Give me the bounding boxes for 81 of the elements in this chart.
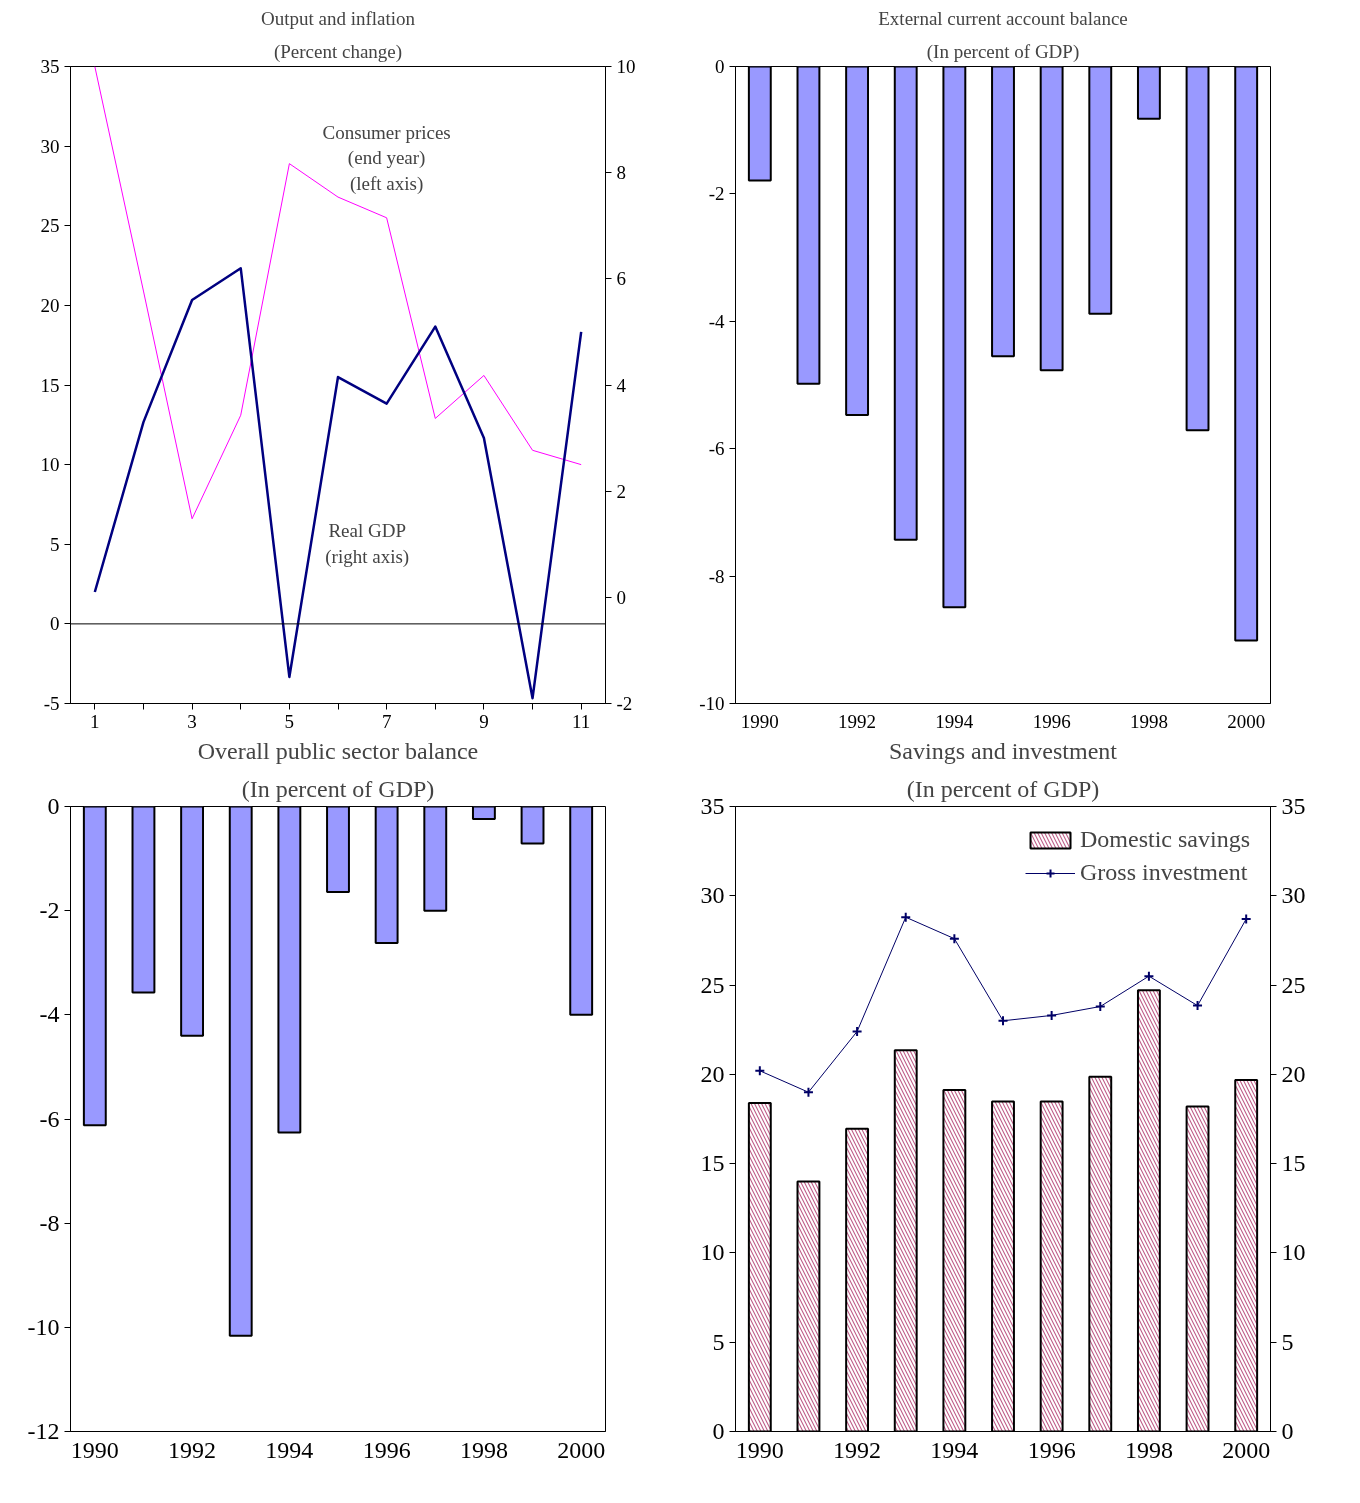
y-tick-label: 5	[50, 533, 60, 555]
y-tick-label: 35	[40, 56, 60, 77]
legend-label: Gross investment	[1080, 859, 1248, 886]
x-tick-label: 1994	[935, 710, 974, 732]
y-tick-label: 20	[40, 294, 60, 316]
chart-title: Savings and investment	[889, 737, 1118, 764]
y2-tick-label: 10	[1281, 1239, 1306, 1266]
y-tick-label: 10	[40, 454, 60, 476]
y2-tick-label: 5	[1281, 1328, 1294, 1355]
y-tick-label: 0	[50, 613, 60, 635]
y-tick-label: -6	[39, 1105, 60, 1132]
x-tick-label: 3	[187, 710, 197, 732]
x-tick-label: 11	[572, 710, 591, 732]
y-tick-label: -8	[39, 1209, 60, 1236]
chart-subtitle: (In percent of GDP)	[241, 775, 435, 802]
chart-title: Output and inflation	[260, 7, 416, 29]
y-tick-label: 15	[700, 1150, 725, 1177]
y-tick-label: -4	[39, 1001, 60, 1028]
x-tick-label: 1992	[838, 710, 877, 732]
x-tick-label: 1996	[362, 1436, 411, 1463]
x-tick-label: 2000	[557, 1436, 606, 1463]
x-tick-label: 1998	[1129, 710, 1168, 732]
y-tick-label: 0	[712, 1418, 725, 1444]
y2-tick-label: 10	[616, 56, 636, 77]
x-tick-label: 1992	[168, 1436, 217, 1463]
y-tick-label: -4	[708, 310, 725, 332]
y-tick-label: 10	[700, 1239, 725, 1266]
y-tick-label: -6	[708, 438, 725, 460]
y-tick-label: 30	[700, 882, 725, 909]
x-tick-label: 1990	[70, 1436, 119, 1463]
chart-subtitle: (Percent change)	[273, 40, 403, 63]
y-tick-label: -2	[708, 183, 725, 205]
x-tick-label: 1998	[459, 1436, 508, 1463]
x-tick-label: 2000	[1227, 710, 1266, 732]
chart-title: Overall public sector balance	[197, 737, 479, 764]
x-tick-label: 7	[381, 710, 392, 732]
y2-tick-label: 25	[1281, 971, 1306, 998]
legend-label: Domestic savings	[1080, 826, 1250, 853]
x-tick-label: 1994	[930, 1436, 979, 1463]
y2-tick-label: 6	[616, 268, 626, 290]
y-tick-label: 25	[700, 971, 725, 998]
x-tick-label: 1998	[1124, 1436, 1173, 1463]
chart-subtitle: (In percent of GDP)	[926, 40, 1080, 63]
y-tick-label: 5	[712, 1328, 725, 1355]
y2-tick-label: 0	[616, 586, 626, 608]
y2-tick-label: 2	[616, 480, 626, 502]
x-tick-label: 1	[90, 710, 100, 732]
annotation: Real GDP (right axis)	[325, 520, 410, 568]
chart-subtitle: (In percent of GDP)	[906, 775, 1100, 802]
y2-tick-label: 15	[1281, 1150, 1306, 1177]
y2-tick-label: 8	[616, 162, 626, 184]
y2-tick-label: 4	[616, 374, 627, 396]
x-tick-label: 2000	[1222, 1436, 1271, 1463]
annotation: Consumer prices (end year) (left axis)	[322, 122, 451, 195]
y-tick-label: 15	[40, 374, 60, 396]
y-tick-label: -8	[708, 565, 725, 587]
y2-tick-label: -2	[616, 693, 633, 714]
y2-tick-label: 35	[1281, 793, 1306, 819]
y2-tick-label: 0	[1281, 1418, 1294, 1444]
x-tick-label: 1996	[1027, 1436, 1076, 1463]
y2-tick-label: 30	[1281, 882, 1306, 909]
y-tick-label: 35	[700, 793, 725, 819]
x-tick-label: 1994	[265, 1436, 314, 1463]
y-tick-label: -2	[39, 897, 60, 924]
y2-tick-label: 20	[1281, 1060, 1306, 1087]
y-tick-label: -10	[699, 693, 725, 714]
y-tick-label: -5	[43, 693, 60, 714]
y-tick-label: 30	[40, 135, 60, 157]
x-tick-label: 1992	[833, 1436, 882, 1463]
y-tick-label: 20	[700, 1060, 725, 1087]
x-tick-label: 5	[284, 710, 295, 732]
y-tick-label: 0	[715, 56, 725, 77]
x-tick-label: 1996	[1032, 710, 1071, 732]
chart-title: External current account balance	[878, 7, 1128, 29]
x-tick-label: 9	[479, 710, 489, 732]
y-tick-label: -12	[27, 1418, 60, 1444]
x-tick-label: 1990	[735, 1436, 784, 1463]
x-tick-label: 1990	[740, 710, 779, 732]
y-tick-label: 25	[40, 215, 60, 237]
y-tick-label: 0	[47, 793, 60, 819]
y-tick-label: -10	[27, 1313, 60, 1340]
